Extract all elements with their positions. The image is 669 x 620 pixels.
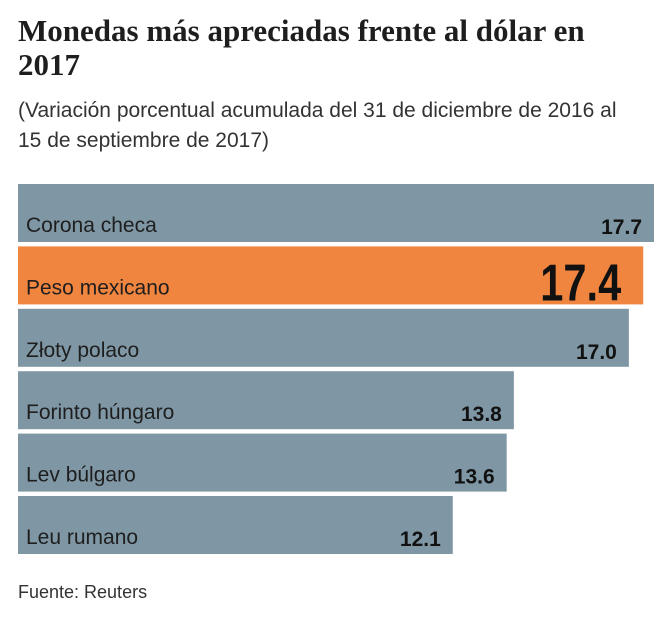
source-note: Fuente: Reuters [18,582,148,602]
bar [18,308,629,367]
bar [18,246,644,305]
category-label: Złoty polaco [26,339,139,362]
category-label: Leu rumano [26,526,138,549]
category-label: Forinto húngaro [26,401,174,424]
chart-title: Monedas más apreciadas frente al dólar e… [18,13,585,82]
value-label: 13.8 [461,403,502,426]
chart-subtitle: (Variación porcentual acumulada del 31 d… [18,99,617,152]
bar [18,371,514,430]
value-label: 12.1 [400,528,441,551]
bar [18,433,507,492]
value-label: 17.4 [540,253,621,312]
bar [18,496,453,554]
value-label: 13.6 [454,466,495,489]
chart: Corona checa 17.7 Peso mexicano 17.4 Złoty p… [18,184,654,554]
category-label: Corona checa [26,214,157,237]
bar [18,184,654,242]
value-label: 17.0 [576,341,617,364]
category-label: Lev búlgaro [26,464,136,487]
value-label: 17.7 [601,216,642,239]
category-label: Peso mexicano [26,276,170,299]
